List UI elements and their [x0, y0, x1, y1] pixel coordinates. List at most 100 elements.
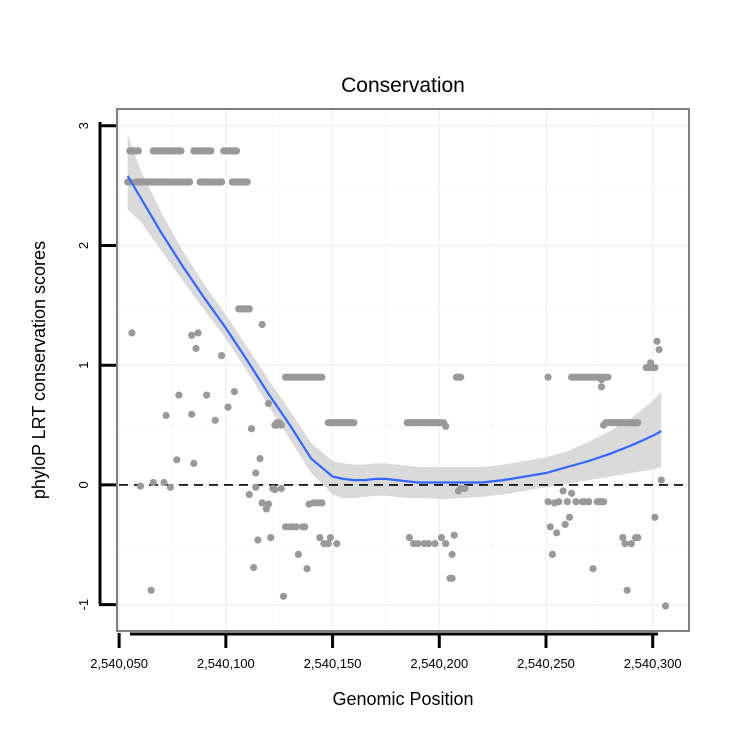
data-point [425, 540, 433, 548]
data-point [634, 419, 642, 427]
panel-background [117, 109, 689, 631]
data-point [160, 478, 168, 487]
plot-panel [116, 108, 690, 632]
data-point [264, 500, 273, 508]
data-point [271, 486, 279, 494]
data-point [230, 388, 238, 396]
data-point [651, 364, 659, 372]
data-point [442, 422, 450, 430]
data-point [273, 419, 281, 427]
data-point [326, 534, 334, 542]
data-point [565, 513, 574, 521]
data-point [149, 478, 157, 487]
data-point [621, 540, 629, 548]
data-point [546, 523, 554, 531]
data-point [600, 498, 608, 506]
data-point [188, 410, 196, 418]
data-point [162, 411, 170, 420]
data-point [147, 586, 155, 594]
x-tick-label: 2,540,050 [90, 656, 148, 671]
data-point [134, 147, 142, 155]
chart-title: Conservation [341, 74, 465, 97]
data-point [461, 484, 469, 493]
data-point [559, 487, 567, 495]
data-point [619, 534, 627, 542]
y-tick-label: 1 [76, 362, 91, 369]
data-point [318, 499, 326, 507]
data-point [252, 469, 260, 477]
data-point [431, 540, 439, 548]
data-point [256, 455, 264, 463]
data-point [661, 602, 670, 610]
y-tick-label: 3 [76, 122, 91, 129]
data-point [292, 523, 300, 531]
x-axis: 2,540,050 2,540,100 2,540,150 2,540,200 2,54… [90, 630, 689, 671]
data-point [224, 403, 232, 411]
data-point [252, 483, 260, 491]
data-point [563, 498, 571, 506]
x-tick-label: 2,540,250 [517, 656, 575, 671]
data-point [218, 352, 226, 360]
data-point [207, 147, 215, 155]
data-point [277, 484, 285, 493]
data-point [597, 383, 606, 391]
data-point [128, 329, 136, 337]
data-point [544, 373, 552, 381]
data-point [405, 534, 413, 542]
data-point [192, 344, 200, 352]
data-point [258, 320, 266, 329]
data-point [267, 534, 275, 542]
data-point [175, 391, 183, 399]
data-point [589, 565, 597, 573]
data-point [279, 592, 288, 600]
data-point [318, 373, 326, 381]
data-point [544, 498, 552, 506]
data-point [657, 476, 665, 484]
y-axis: -1 0 1 2 3 [76, 122, 116, 610]
data-point [245, 305, 253, 313]
data-point [303, 565, 311, 573]
data-point [442, 540, 450, 548]
data-point [166, 483, 174, 491]
x-tick-label: 2,540,100 [197, 656, 255, 671]
data-point [203, 391, 211, 399]
smooth-fit-line [126, 175, 662, 484]
scatter-points [124, 147, 670, 610]
data-point [301, 523, 309, 531]
data-point [188, 331, 196, 339]
y-tick-label: -1 [76, 599, 91, 611]
data-point [250, 563, 258, 572]
data-point [457, 373, 465, 381]
data-point [186, 178, 194, 186]
data-point [414, 540, 422, 548]
data-point [553, 529, 561, 537]
data-point [568, 489, 576, 497]
data-point [136, 482, 145, 490]
data-point [634, 534, 642, 542]
data-point [258, 499, 266, 507]
data-point [173, 456, 181, 464]
data-point [316, 534, 324, 542]
data-point [190, 459, 198, 467]
x-axis-title: Genomic Position [332, 689, 473, 709]
data-point [651, 513, 659, 521]
data-point [247, 425, 256, 433]
data-point [623, 586, 631, 594]
data-point [572, 498, 580, 506]
y-tick-label: 2 [76, 242, 91, 249]
x-tick-label: 2,540,200 [410, 656, 468, 671]
data-point [264, 399, 273, 408]
data-point [548, 550, 557, 559]
data-point [604, 373, 612, 381]
data-point [245, 490, 253, 499]
data-point [177, 147, 185, 155]
data-point [350, 419, 358, 427]
data-point [232, 147, 241, 155]
data-point [585, 498, 593, 506]
data-point [218, 178, 226, 186]
y-axis-title: phyloP LRT conservation scores [29, 241, 49, 499]
data-point [294, 550, 302, 559]
data-point [254, 536, 262, 544]
data-point [627, 540, 636, 548]
data-point [448, 574, 456, 582]
